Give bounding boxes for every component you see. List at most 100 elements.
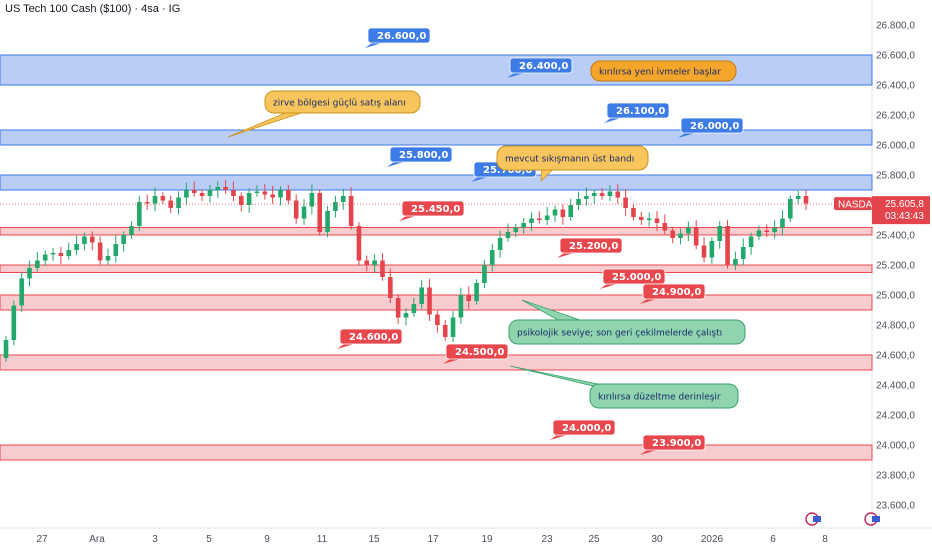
y-tick-label: 26.000,0 <box>876 141 915 152</box>
level-label-tip <box>600 284 617 289</box>
x-tick-label: 9 <box>264 534 270 545</box>
x-tick-label: 30 <box>651 534 663 545</box>
candle-body <box>537 218 542 220</box>
level-label: 23.900,0 <box>652 438 701 449</box>
y-tick-label: 24.600,0 <box>876 351 915 362</box>
level-label-box <box>552 419 616 436</box>
flag-icon <box>872 516 880 522</box>
flag-icon <box>813 516 821 522</box>
y-tick-label: 26.400,0 <box>876 81 915 92</box>
level-label: 24.600,0 <box>349 332 398 343</box>
candle-body <box>395 298 401 318</box>
candle-body <box>521 223 526 228</box>
candle-body <box>482 265 487 283</box>
y-tick-label: 26.600,0 <box>876 51 915 62</box>
candle-body <box>693 227 699 246</box>
symbol-badge <box>834 197 872 211</box>
level-label-box <box>559 237 623 254</box>
candle-body <box>317 193 323 232</box>
candle-body <box>733 259 738 265</box>
candle-body <box>403 313 409 318</box>
y-tick-label: 24.800,0 <box>876 321 915 332</box>
level-label: 24.000,0 <box>562 423 611 434</box>
zone-red <box>0 264 873 273</box>
level-label-box <box>401 200 465 217</box>
candle-body <box>646 218 652 220</box>
level-label-tip <box>365 43 382 48</box>
candle-body <box>568 205 574 217</box>
level-label: 26.600,0 <box>377 31 426 42</box>
x-tick-label: 19 <box>481 534 493 545</box>
x-tick-label: 23 <box>541 534 553 545</box>
zone-red <box>0 227 873 236</box>
candle-body <box>176 197 181 208</box>
y-tick-label: 23.600,0 <box>876 501 915 512</box>
candle-body <box>795 196 801 199</box>
level-label-box <box>339 328 403 345</box>
candle-body <box>670 230 675 238</box>
zone-red <box>0 444 873 461</box>
candle-body <box>756 230 762 237</box>
level-label-tip <box>604 118 621 123</box>
candle-body <box>129 226 134 235</box>
level-label-box <box>509 57 573 74</box>
y-tick-label: 24.400,0 <box>876 381 915 392</box>
candle-body <box>333 202 338 211</box>
candle-body <box>740 247 746 259</box>
candle-body <box>113 244 119 256</box>
x-tick-label: 11 <box>317 534 328 545</box>
candle-body <box>466 295 472 301</box>
candle-body <box>325 211 330 232</box>
candle-body <box>309 193 315 207</box>
level-label: 26.000,0 <box>690 121 739 132</box>
candle-body <box>450 317 456 337</box>
level-label-box <box>445 343 509 360</box>
x-tick-label: 3 <box>152 534 158 545</box>
level-label-tip <box>678 133 695 138</box>
level-label-box <box>606 102 670 119</box>
candle-body <box>105 256 111 261</box>
y-tick-label: 25.800,0 <box>876 171 915 182</box>
candle-body <box>231 190 236 196</box>
candle-body <box>207 190 213 196</box>
annotation-text: mevcut sıkışmanın üst bandı <box>505 155 634 165</box>
zone-blue <box>0 54 873 86</box>
candle-body <box>35 260 40 268</box>
candle-body <box>709 241 715 258</box>
level-label: 25.000,0 <box>612 272 661 283</box>
candle-body <box>788 199 793 219</box>
candle-body <box>388 277 393 298</box>
candle-body <box>137 202 142 226</box>
level-label-tip <box>550 435 567 440</box>
candle-body <box>66 250 72 256</box>
zone-blue <box>0 129 873 146</box>
candle-body <box>144 202 150 204</box>
annotation-box <box>508 319 746 345</box>
candle-body <box>474 283 479 301</box>
candle-body <box>254 191 260 193</box>
candle-body <box>513 227 519 232</box>
candle-body <box>184 190 189 198</box>
candle-body <box>246 193 252 205</box>
candle-body <box>340 196 346 202</box>
candle-body <box>27 268 32 279</box>
x-tick-label: 2026 <box>701 534 724 545</box>
candle-body <box>662 223 668 231</box>
candle-body <box>497 238 503 250</box>
candle-body <box>3 340 9 358</box>
candle-body <box>121 235 126 244</box>
level-label-box <box>602 268 666 285</box>
candle-body <box>607 191 613 196</box>
candle-body <box>58 253 64 256</box>
chart-title: US Tech 100 Cash ($100) · 4sa · IG <box>5 3 181 15</box>
level-label: 26.100,0 <box>616 106 665 117</box>
candle-body <box>427 287 432 315</box>
candle-body <box>615 191 621 198</box>
level-label-box <box>680 117 744 134</box>
candle-body <box>701 245 707 258</box>
level-label-box <box>642 434 706 451</box>
candle-body <box>372 260 377 265</box>
x-tick-label: 27 <box>36 534 48 545</box>
